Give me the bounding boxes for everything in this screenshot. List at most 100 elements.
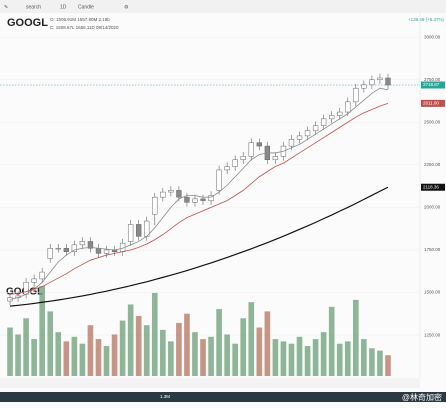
price-tag-label: 2611.00 xyxy=(423,101,439,106)
volume-bar xyxy=(312,339,319,376)
ticker: GOOGL xyxy=(7,17,48,29)
edit-icon[interactable]: ✎ xyxy=(4,4,8,10)
volume-bar xyxy=(385,355,391,376)
change: +138.59 (+5.37%) xyxy=(408,17,445,22)
candle-body xyxy=(385,77,391,86)
volume-bar xyxy=(87,325,94,376)
y-tick-label: 2750.00 xyxy=(424,77,441,82)
candle-body xyxy=(329,115,335,120)
volume-bar xyxy=(55,332,62,376)
volume-bar xyxy=(344,341,351,376)
candle-body xyxy=(216,169,222,191)
volume-bar xyxy=(320,332,327,376)
volume-bar xyxy=(176,322,182,376)
candle-body xyxy=(240,156,246,160)
candle-body xyxy=(337,111,343,116)
volume-bar xyxy=(288,343,295,376)
candle-body xyxy=(345,101,351,113)
volume-bar xyxy=(272,339,279,376)
moving-average xyxy=(9,186,389,307)
price-tag xyxy=(421,81,445,89)
volume-bar xyxy=(95,339,102,376)
candle-body xyxy=(224,166,230,171)
candle-body xyxy=(136,224,142,237)
volume-bar xyxy=(159,329,166,376)
candle-body xyxy=(152,196,158,215)
volume-bar xyxy=(248,302,255,376)
y-tick-label: 2250.00 xyxy=(424,162,441,167)
price-tag xyxy=(421,99,445,107)
moving-average xyxy=(9,102,389,295)
y-tick-label: 2500.00 xyxy=(424,119,441,124)
candle-body xyxy=(160,191,166,198)
volume-bar xyxy=(135,316,142,376)
ohlc-line: C: 1508.67L 1655.11D 09/14/2020 xyxy=(50,25,119,30)
scrollbar[interactable] xyxy=(0,392,446,402)
volume-bar xyxy=(79,343,86,376)
watermark: @林奇加密 xyxy=(402,392,442,402)
price-tag-label: 2718.87 xyxy=(423,82,440,87)
candle-body xyxy=(361,84,367,89)
candle-body xyxy=(296,135,303,140)
candle-body xyxy=(369,79,375,86)
candle-body xyxy=(232,159,238,167)
candle-body xyxy=(127,224,134,242)
candle-body xyxy=(79,241,86,246)
y-tick-label: 1250.00 xyxy=(424,332,441,337)
search[interactable]: search xyxy=(26,4,41,10)
volume-bar xyxy=(39,286,46,376)
candle-body xyxy=(208,195,214,201)
candle-body xyxy=(353,87,359,103)
volume-bar xyxy=(168,341,174,376)
candle-body xyxy=(312,125,319,132)
volume-bar xyxy=(280,341,287,376)
y-tick-label: 2000.00 xyxy=(424,205,441,210)
price-tag xyxy=(421,183,445,191)
price-tag-label: 2118.36 xyxy=(423,184,439,189)
volume-bar xyxy=(31,339,37,376)
time-axis xyxy=(0,378,420,388)
volume-bar xyxy=(377,350,383,376)
volume-bar xyxy=(71,336,78,376)
y-tick-label: 1750.00 xyxy=(424,247,441,252)
volume-bar xyxy=(151,292,158,376)
volume-bar xyxy=(264,311,271,376)
settings-icon[interactable]: ⚙ xyxy=(124,4,129,10)
volume-bar xyxy=(361,339,367,376)
toolbar xyxy=(0,0,446,13)
candle-body xyxy=(200,198,206,201)
candle-body xyxy=(47,248,53,259)
volume-bar xyxy=(23,318,29,376)
candle-body xyxy=(320,118,327,126)
volume-bar xyxy=(127,304,134,376)
candle-body xyxy=(63,248,69,252)
volume-bar xyxy=(200,339,206,376)
candle-body xyxy=(184,196,190,203)
candle-body xyxy=(55,248,61,250)
volume-bar xyxy=(15,334,21,376)
volume-bar xyxy=(304,346,311,376)
volume-bar xyxy=(184,313,190,376)
volume-bar xyxy=(47,311,54,376)
volume-bar xyxy=(296,336,303,376)
volume-bar xyxy=(111,334,118,376)
volume-bar xyxy=(328,306,335,376)
candle-body xyxy=(248,142,254,157)
volume-bar xyxy=(336,343,343,376)
ohlc-line: O: 1506.91M 1557.80M 2.19b xyxy=(50,17,110,22)
candle-body xyxy=(256,142,262,147)
volume-bar xyxy=(192,332,198,376)
y-tick-label: 1500.00 xyxy=(424,290,441,295)
volume-bar xyxy=(352,299,359,376)
style[interactable]: Candle xyxy=(78,4,94,10)
interval[interactable]: 1D xyxy=(60,4,67,10)
candle-body xyxy=(87,241,94,249)
volume-bar xyxy=(143,325,150,376)
volume-bar xyxy=(369,348,375,376)
candle-body xyxy=(31,278,37,283)
moving-average xyxy=(9,87,389,300)
volume-bar xyxy=(208,336,214,376)
candle-body xyxy=(71,244,78,252)
volume-bar xyxy=(7,327,13,376)
